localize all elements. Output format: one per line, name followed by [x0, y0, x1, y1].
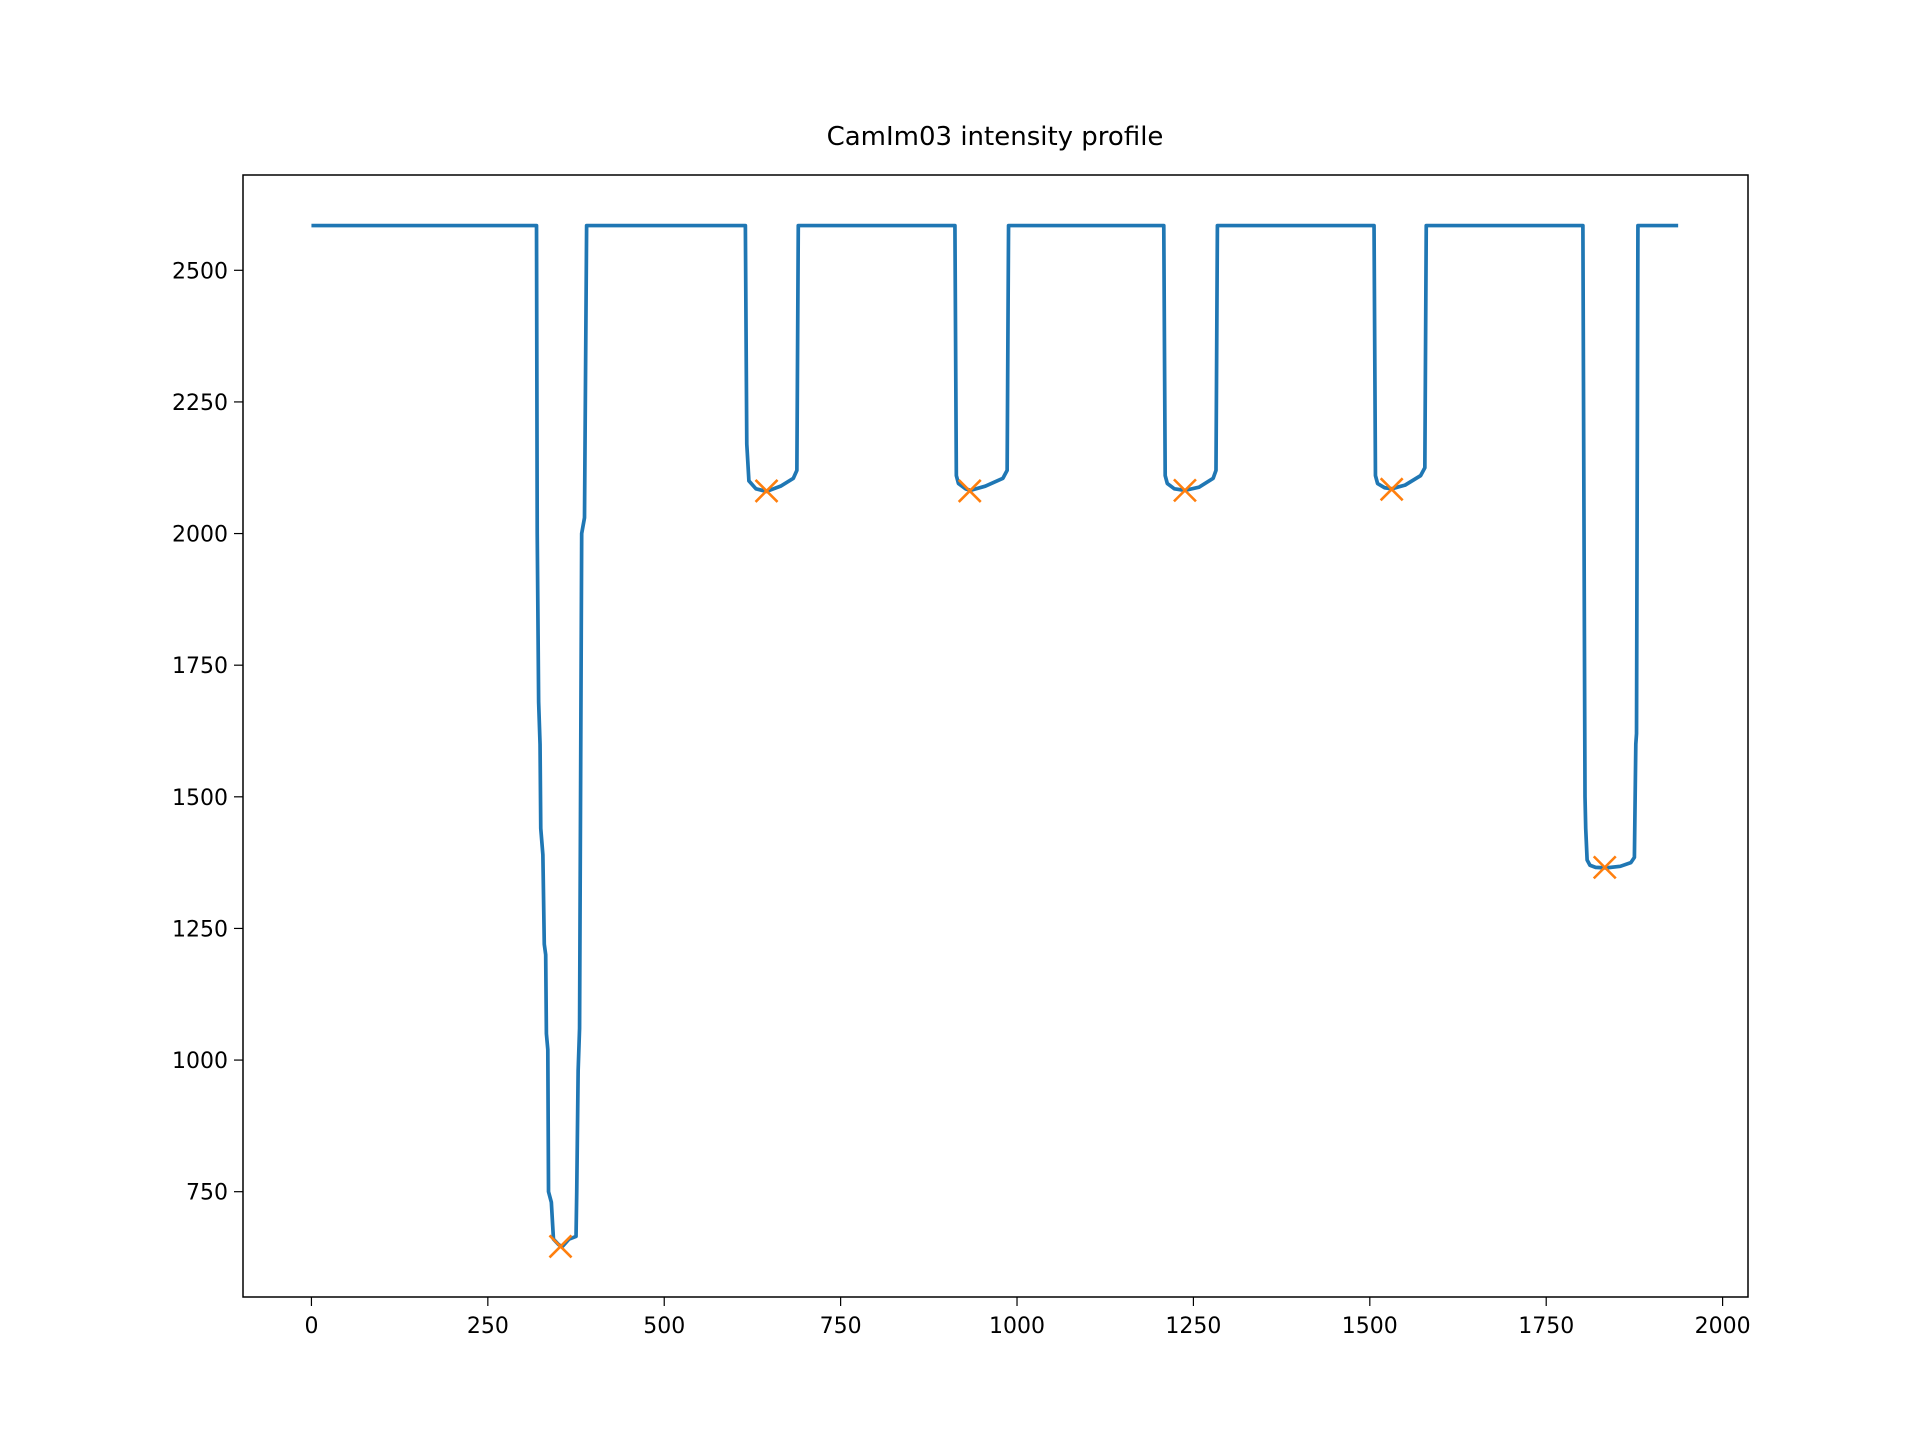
peak-marker — [754, 478, 779, 503]
y-tick-label: 1000 — [172, 1049, 228, 1074]
x-tick-label: 1000 — [989, 1314, 1045, 1339]
peak-marker — [548, 1234, 573, 1259]
x-tick-label: 1500 — [1342, 1314, 1398, 1339]
x-tick-label: 250 — [467, 1314, 509, 1339]
x-tick-label: 1250 — [1165, 1314, 1221, 1339]
y-tick-label: 750 — [186, 1181, 228, 1206]
plot-frame — [242, 174, 1749, 1298]
y-tick-label: 1750 — [172, 654, 228, 679]
y-tick-label: 2250 — [172, 391, 228, 416]
peak-marker — [957, 478, 982, 503]
y-tick-label: 1250 — [172, 917, 228, 942]
y-tick-label: 1500 — [172, 786, 228, 811]
chart-title: CamIm03 intensity profile — [827, 122, 1164, 152]
x-tick-label: 750 — [820, 1314, 862, 1339]
peak-marker — [1173, 478, 1197, 503]
x-tick-label: 2000 — [1695, 1314, 1751, 1339]
x-tick-label: 0 — [304, 1314, 318, 1339]
y-tick-label: 2500 — [172, 259, 228, 284]
y-tick-label: 2000 — [172, 523, 228, 548]
peak-marker — [1592, 855, 1617, 880]
x-tick-label: 1750 — [1518, 1314, 1574, 1339]
peak-marker — [1379, 477, 1404, 502]
x-tick-label: 500 — [643, 1314, 685, 1339]
